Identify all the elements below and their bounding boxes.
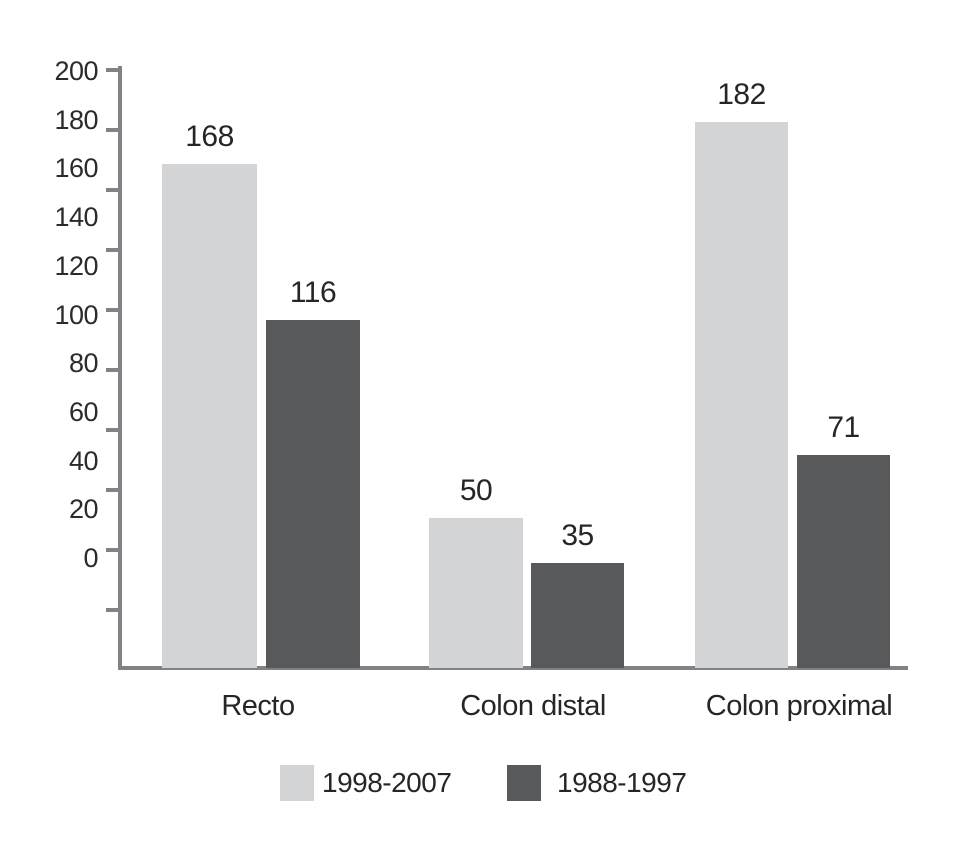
bar-1998-2007-colon-proximal — [695, 122, 788, 668]
bar-value-label: 116 — [289, 276, 337, 309]
bar-1998-2007-colon-distal — [429, 518, 523, 668]
y-tick-label: 80 — [68, 348, 99, 379]
y-tick-label: 200 — [54, 56, 98, 86]
y-axis-tick — [106, 128, 120, 132]
bar-1988-1997-recto — [266, 320, 360, 668]
y-axis-tick — [106, 608, 120, 612]
y-tick-label: 180 — [54, 104, 98, 135]
y-axis-tick — [106, 68, 120, 72]
bar-1988-1997-colon-distal — [531, 563, 624, 668]
legend-label: 1988-1997 — [557, 767, 687, 798]
y-tick-label: 160 — [54, 153, 98, 184]
legend-label: 1998-2007 — [322, 767, 452, 798]
legend-swatch-1998-2007 — [280, 765, 314, 801]
bar-value-label: 71 — [827, 411, 860, 444]
x-category-label: Recto — [221, 690, 295, 722]
legend-swatch-1988-1997 — [507, 765, 541, 801]
x-axis-line — [118, 666, 908, 670]
bar-value-label: 182 — [717, 78, 766, 111]
bar-1988-1997-colon-proximal — [797, 455, 890, 668]
y-axis-tick — [106, 548, 120, 552]
x-category-label: Colon distal — [460, 690, 606, 722]
y-axis-tick — [106, 188, 120, 192]
y-axis-tick — [106, 428, 120, 432]
y-tick-label: 140 — [54, 202, 98, 233]
y-axis-tick — [106, 308, 120, 312]
bar-value-label: 35 — [561, 519, 594, 552]
bar-value-label: 168 — [185, 120, 234, 153]
y-tick-label: 20 — [68, 494, 99, 525]
y-tick-label: 100 — [54, 299, 98, 330]
bar-value-label: 50 — [459, 474, 493, 507]
x-category-label: Colon proximal — [705, 690, 893, 722]
y-axis-tick — [106, 248, 120, 252]
y-tick-label: 40 — [68, 445, 99, 476]
y-tick-label: 60 — [68, 396, 99, 427]
bar-1998-2007-recto — [162, 164, 257, 668]
y-axis-line — [118, 66, 122, 670]
y-tick-label: 0 — [83, 543, 98, 573]
y-axis-tick — [106, 368, 120, 372]
y-tick-label: 120 — [54, 250, 98, 281]
y-axis-tick — [106, 488, 120, 492]
